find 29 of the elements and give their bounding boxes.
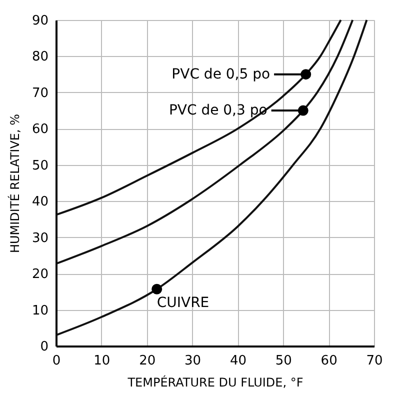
y-tick-label: 30 xyxy=(32,230,48,246)
point xyxy=(152,284,162,294)
y-tick-label: 80 xyxy=(32,50,48,65)
y-tick-label: 60 xyxy=(32,122,48,138)
y-tick-label: 40 xyxy=(32,194,48,210)
x-tick-label: 20 xyxy=(139,354,156,368)
line-series xyxy=(55,19,354,265)
y-tick-label: 0 xyxy=(40,340,48,354)
y-tick-label: 10 xyxy=(32,303,48,318)
x-tick-label: 10 xyxy=(94,354,110,368)
line-series xyxy=(55,19,368,336)
x-tick-label: 0 xyxy=(52,354,61,368)
y-tick-label: 70 xyxy=(32,86,48,101)
x-tick-label: 70 xyxy=(366,354,383,368)
annotation: PVC de 0,3 po xyxy=(168,102,268,119)
y-tick-label: 20 xyxy=(32,267,48,282)
x-tick-label: 50 xyxy=(275,354,292,368)
x-tick-label: 30 xyxy=(184,354,202,368)
annotation: PVC de 0,5 po xyxy=(172,66,270,82)
x-axis-title: TEMPÉRATURE DU FLUIDE, °F xyxy=(126,374,304,390)
y-tick-label: 90 xyxy=(32,14,48,28)
x-tick-label: 40 xyxy=(230,354,246,368)
point xyxy=(298,105,308,116)
line-series xyxy=(55,19,342,216)
y-axis-title: HUMIDITÉ RELATIVE, % xyxy=(6,114,22,254)
y-tick-label: 50 xyxy=(32,158,48,174)
point xyxy=(300,69,312,80)
x-tick-label: 60 xyxy=(320,354,338,368)
annotation: CUIVRE xyxy=(156,295,210,312)
